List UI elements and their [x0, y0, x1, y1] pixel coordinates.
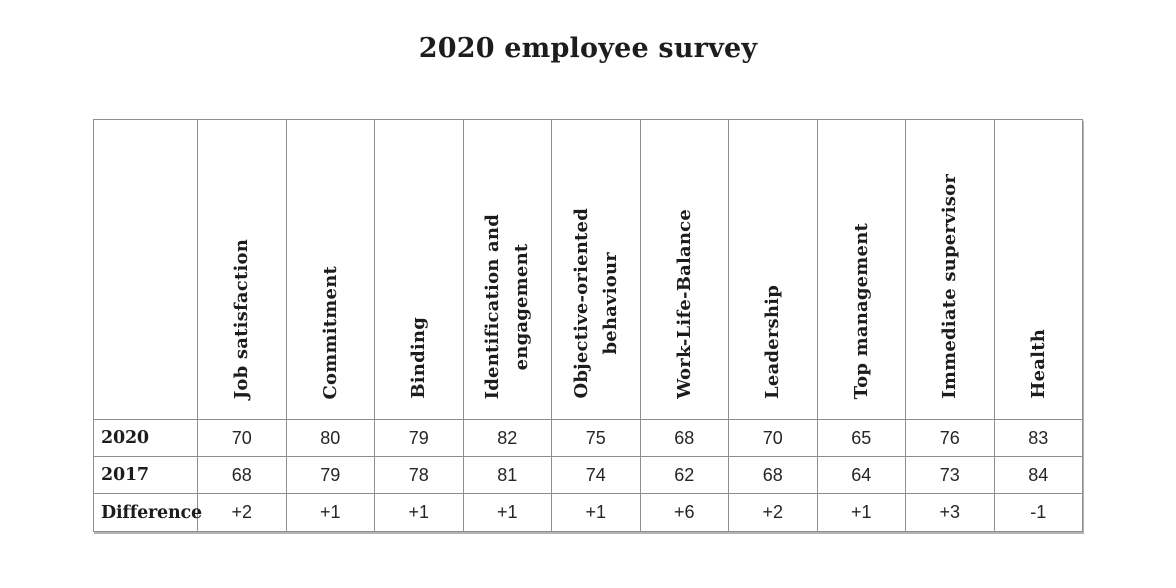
- column-header-label: Work-Life-Balance: [673, 209, 695, 399]
- table-cell: 82: [462, 419, 552, 457]
- column-header-objective-oriented-behaviour: Objective-oriented behaviour: [551, 119, 641, 420]
- column-header-health: Health: [993, 119, 1083, 420]
- table-cell: +1: [551, 493, 641, 532]
- table-cell: +1: [462, 493, 552, 532]
- table-cell: -1: [993, 493, 1083, 532]
- table-row-difference: Difference +2 +1 +1 +1 +1 +6 +2 +1 +3 -1: [93, 493, 1083, 532]
- column-header-label: Commitment: [319, 265, 341, 399]
- row-label: 2017: [93, 456, 198, 494]
- column-header-label: Job satisfaction: [231, 238, 253, 399]
- row-label: Difference: [93, 493, 202, 532]
- table-cell: 80: [285, 419, 375, 457]
- table-cell: 62: [639, 456, 729, 494]
- table-cell: +1: [816, 493, 906, 532]
- column-header-leadership: Leadership: [728, 119, 818, 420]
- table-cell: 64: [816, 456, 906, 494]
- table-cell: 81: [462, 456, 552, 494]
- table-cell: +2: [197, 493, 287, 532]
- column-header-binding: Binding: [374, 119, 464, 420]
- table-cell: +2: [728, 493, 818, 532]
- table-cell: 68: [728, 456, 818, 494]
- column-header-label: Binding: [408, 317, 430, 399]
- column-header-label: Top management: [850, 222, 872, 399]
- corner-cell: [93, 119, 198, 420]
- column-header-label: Objective-oriented behaviour: [570, 208, 621, 399]
- column-header-work-life-balance: Work-Life-Balance: [639, 119, 729, 420]
- table-cell: 84: [993, 456, 1083, 494]
- table-cell: 73: [905, 456, 995, 494]
- table-cell: +1: [285, 493, 375, 532]
- column-header-job-satisfaction: Job satisfaction: [197, 119, 287, 420]
- table-row-2017: 2017 68 79 78 81 74 62 68 64 73 84: [93, 456, 1083, 494]
- table-cell: 79: [374, 419, 464, 457]
- column-header-label: Leadership: [762, 285, 784, 399]
- table-cell: 78: [374, 456, 464, 494]
- table-row-2020: 2020 70 80 79 82 75 68 70 65 76 83: [93, 419, 1083, 457]
- column-header-label: Health: [1027, 329, 1049, 399]
- page-title: 2020 employee survey: [418, 33, 758, 64]
- column-header-label: Identification and engagement: [482, 213, 533, 399]
- table-cell: 79: [285, 456, 375, 494]
- survey-table: Job satisfaction Commitment Binding Iden…: [93, 119, 1083, 532]
- column-header-identification-engagement: Identification and engagement: [462, 119, 552, 420]
- table-cell: +3: [905, 493, 995, 532]
- row-label: 2020: [93, 419, 198, 457]
- table-cell: 76: [905, 419, 995, 457]
- column-header-label: Immediate supervisor: [939, 174, 961, 399]
- column-header-immediate-supervisor: Immediate supervisor: [905, 119, 995, 420]
- column-header-top-management: Top management: [816, 119, 906, 420]
- table-cell: 70: [197, 419, 287, 457]
- table-cell: 68: [197, 456, 287, 494]
- table-cell: 83: [993, 419, 1083, 457]
- table-cell: 68: [639, 419, 729, 457]
- table-cell: 65: [816, 419, 906, 457]
- table-cell: 75: [551, 419, 641, 457]
- table-cell: 70: [728, 419, 818, 457]
- column-header-commitment: Commitment: [285, 119, 375, 420]
- table-cell: +1: [374, 493, 464, 532]
- table-cell: 74: [551, 456, 641, 494]
- table-cell: +6: [639, 493, 729, 532]
- header-row: Job satisfaction Commitment Binding Iden…: [93, 119, 1083, 420]
